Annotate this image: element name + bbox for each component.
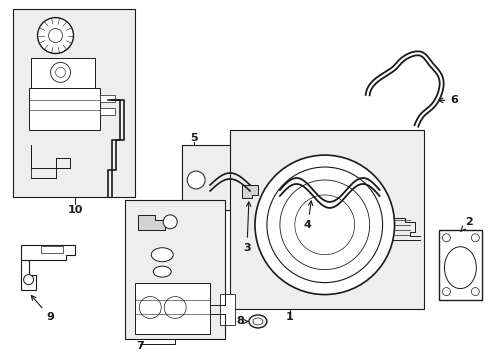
Circle shape <box>470 234 478 242</box>
Bar <box>31 58 95 90</box>
Circle shape <box>254 155 394 294</box>
Circle shape <box>38 18 73 54</box>
Polygon shape <box>31 145 70 178</box>
Circle shape <box>23 275 34 285</box>
Bar <box>135 283 210 334</box>
Bar <box>439 230 481 300</box>
Text: 6: 6 <box>438 95 457 105</box>
Bar <box>229 130 424 310</box>
Ellipse shape <box>151 248 173 262</box>
Bar <box>220 293 235 325</box>
Bar <box>13 9 135 197</box>
Text: 2: 2 <box>460 217 472 231</box>
Circle shape <box>56 67 65 77</box>
Polygon shape <box>20 260 36 289</box>
Polygon shape <box>242 185 258 198</box>
Circle shape <box>48 28 62 42</box>
Circle shape <box>50 62 70 82</box>
Circle shape <box>442 234 449 242</box>
Ellipse shape <box>153 266 171 277</box>
Text: 8: 8 <box>236 316 247 327</box>
Text: 7: 7 <box>136 341 144 351</box>
Ellipse shape <box>252 318 263 325</box>
Polygon shape <box>138 215 165 230</box>
Circle shape <box>187 171 204 189</box>
Bar <box>125 200 224 339</box>
Bar <box>182 145 272 210</box>
Polygon shape <box>20 245 75 260</box>
Circle shape <box>442 288 449 296</box>
Bar <box>100 108 115 115</box>
Circle shape <box>163 215 177 229</box>
Bar <box>29 88 100 130</box>
Text: 3: 3 <box>243 202 250 253</box>
Text: 9: 9 <box>31 296 54 323</box>
Bar <box>100 95 115 102</box>
Ellipse shape <box>248 315 266 328</box>
Text: 5: 5 <box>190 133 198 143</box>
Circle shape <box>470 288 478 296</box>
Text: 1: 1 <box>285 312 293 323</box>
Text: 10: 10 <box>68 205 83 215</box>
Bar <box>41 246 62 253</box>
Text: 4: 4 <box>303 201 312 230</box>
